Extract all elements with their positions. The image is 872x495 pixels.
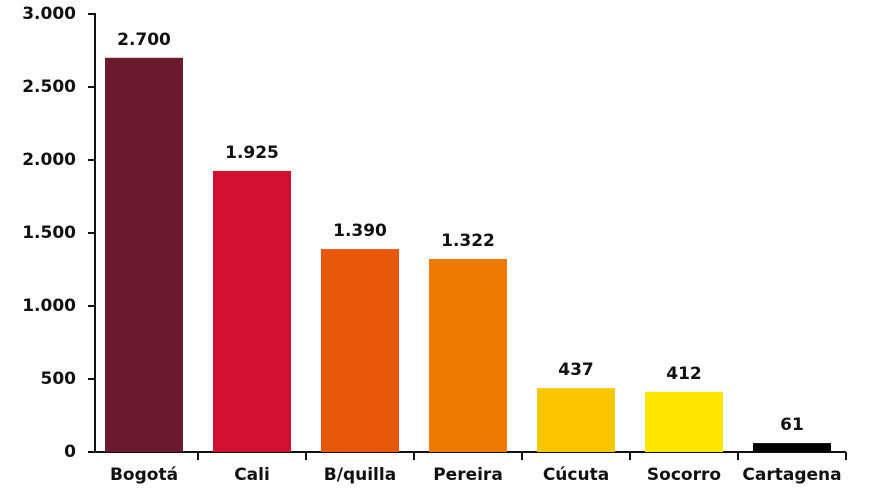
bar <box>753 443 831 452</box>
y-tick-label: 2.000 <box>22 150 76 170</box>
y-tick-label: 500 <box>41 369 77 389</box>
value-label: 2.700 <box>117 30 171 50</box>
x-tick-label: Pereira <box>433 465 503 485</box>
bar <box>213 170 291 452</box>
x-tick-label: Socorro <box>647 465 721 485</box>
x-tick-label: Cali <box>234 465 270 485</box>
bar <box>105 57 183 453</box>
x-tick-label: Bogotá <box>110 465 178 485</box>
y-tick-label: 0 <box>64 442 76 462</box>
value-label: 1.390 <box>333 221 387 241</box>
value-label: 1.925 <box>225 143 279 163</box>
x-tick-label: Cartagena <box>742 465 841 485</box>
value-label: 1.322 <box>441 231 495 251</box>
bar <box>645 391 723 452</box>
x-tick-label: Cúcuta <box>543 465 609 485</box>
value-label: 412 <box>666 364 702 384</box>
y-tick-label: 1.000 <box>22 296 76 316</box>
y-tick-label: 3.000 <box>22 4 76 24</box>
bar <box>321 249 399 452</box>
value-label: 61 <box>780 415 804 435</box>
value-label: 437 <box>558 360 594 380</box>
bar <box>429 258 507 452</box>
x-tick-label: B/quilla <box>324 465 396 485</box>
bar <box>537 388 615 452</box>
y-tick-label: 1.500 <box>22 223 76 243</box>
y-tick-label: 2.500 <box>22 77 76 97</box>
